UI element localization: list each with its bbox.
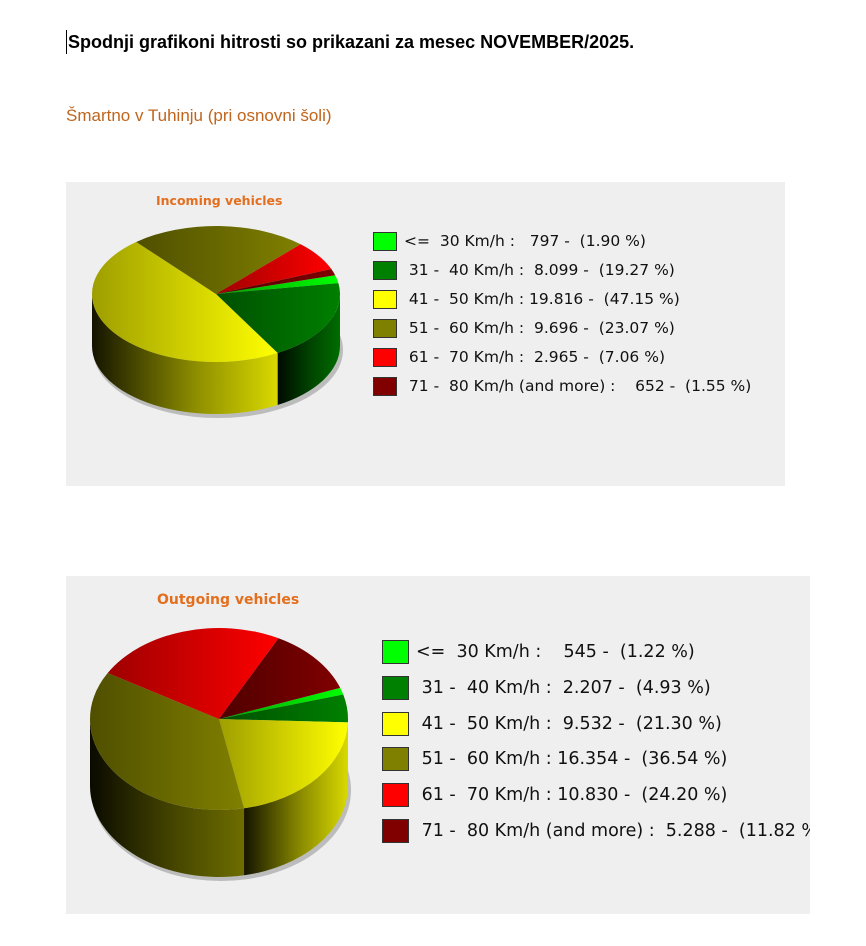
outgoing-pie-slice — [89, 673, 245, 810]
outgoing-pie-slice — [219, 694, 348, 723]
outgoing-pie-slice — [219, 719, 348, 809]
outgoing-legend-swatch — [382, 819, 409, 843]
outgoing-legend-label: 51 - 60 Km/h : 16.354 - (36.54 %) — [416, 749, 728, 770]
incoming-pie-chart — [92, 226, 343, 418]
outgoing-legend-label: 31 - 40 Km/h : 2.207 - (4.93 %) — [416, 677, 711, 698]
incoming-chart-title: Incoming vehicles — [156, 193, 283, 208]
incoming-pie-slice — [92, 241, 278, 362]
incoming-legend-label: 51 - 60 Km/h : 9.696 - (23.07 %) — [404, 319, 675, 337]
outgoing-legend-label: 41 - 50 Km/h : 9.532 - (21.30 %) — [416, 713, 722, 734]
outgoing-pie-slice — [219, 638, 341, 719]
outgoing-pie-slice — [107, 628, 279, 719]
incoming-pie-slice — [216, 244, 332, 294]
incoming-pie-slice — [136, 226, 301, 294]
outgoing-chart-title: Outgoing vehicles — [157, 592, 300, 608]
outgoing-legend-swatch — [382, 711, 409, 736]
incoming-pie-side — [92, 294, 278, 414]
incoming-legend-label: 41 - 50 Km/h : 19.816 - (47.15 %) — [404, 290, 680, 308]
outgoing-legend-label: 61 - 70 Km/h : 10.830 - (24.20 %) — [416, 785, 728, 806]
incoming-chart-panel: Incoming vehicles <= 30 Km/h : 797 - (1.… — [66, 182, 785, 486]
location-title: Šmartno v Tuhinju (pri osnovni šoli) — [66, 106, 332, 125]
outgoing-legend-swatch — [382, 675, 409, 700]
outgoing-pie-slice — [219, 687, 344, 719]
outgoing-legend-label: <= 30 Km/h : 545 - (1.22 %) — [416, 642, 695, 662]
incoming-pie-slice — [216, 275, 339, 294]
outgoing-legend-swatch — [382, 783, 409, 808]
incoming-legend-label: 31 - 40 Km/h : 8.099 - (19.27 %) — [404, 261, 675, 279]
incoming-legend-swatch — [373, 348, 397, 367]
incoming-legend-swatch — [373, 290, 397, 309]
outgoing-pie-side — [90, 719, 245, 877]
incoming-legend-label: 61 - 70 Km/h : 2.965 - (7.06 %) — [404, 348, 665, 366]
incoming-legend-label: 71 - 80 Km/h (and more) : 652 - (1.55 %) — [404, 377, 752, 395]
incoming-legend-swatch — [373, 319, 397, 338]
outgoing-legend-swatch — [382, 640, 409, 664]
incoming-pie-side — [277, 294, 340, 406]
outgoing-pie-side — [244, 722, 348, 876]
incoming-legend-swatch — [373, 261, 397, 280]
incoming-pie-slice — [216, 283, 340, 354]
incoming-legend-label: <= 30 Km/h : 797 - (1.90 %) — [404, 232, 646, 250]
incoming-legend-swatch — [373, 232, 397, 251]
outgoing-legend-label: 71 - 80 Km/h (and more) : 5.288 - (11.82… — [416, 821, 810, 841]
page-heading: Spodnji grafikoni hitrosti so prikazani … — [66, 30, 635, 54]
outgoing-pie-chart — [89, 628, 351, 881]
outgoing-chart-panel: Outgoing vehicles <= 30 Km/h : 545 - (1.… — [66, 576, 810, 914]
incoming-pie-slice — [216, 268, 336, 294]
outgoing-legend-swatch — [382, 747, 409, 772]
incoming-legend-swatch — [373, 377, 397, 396]
